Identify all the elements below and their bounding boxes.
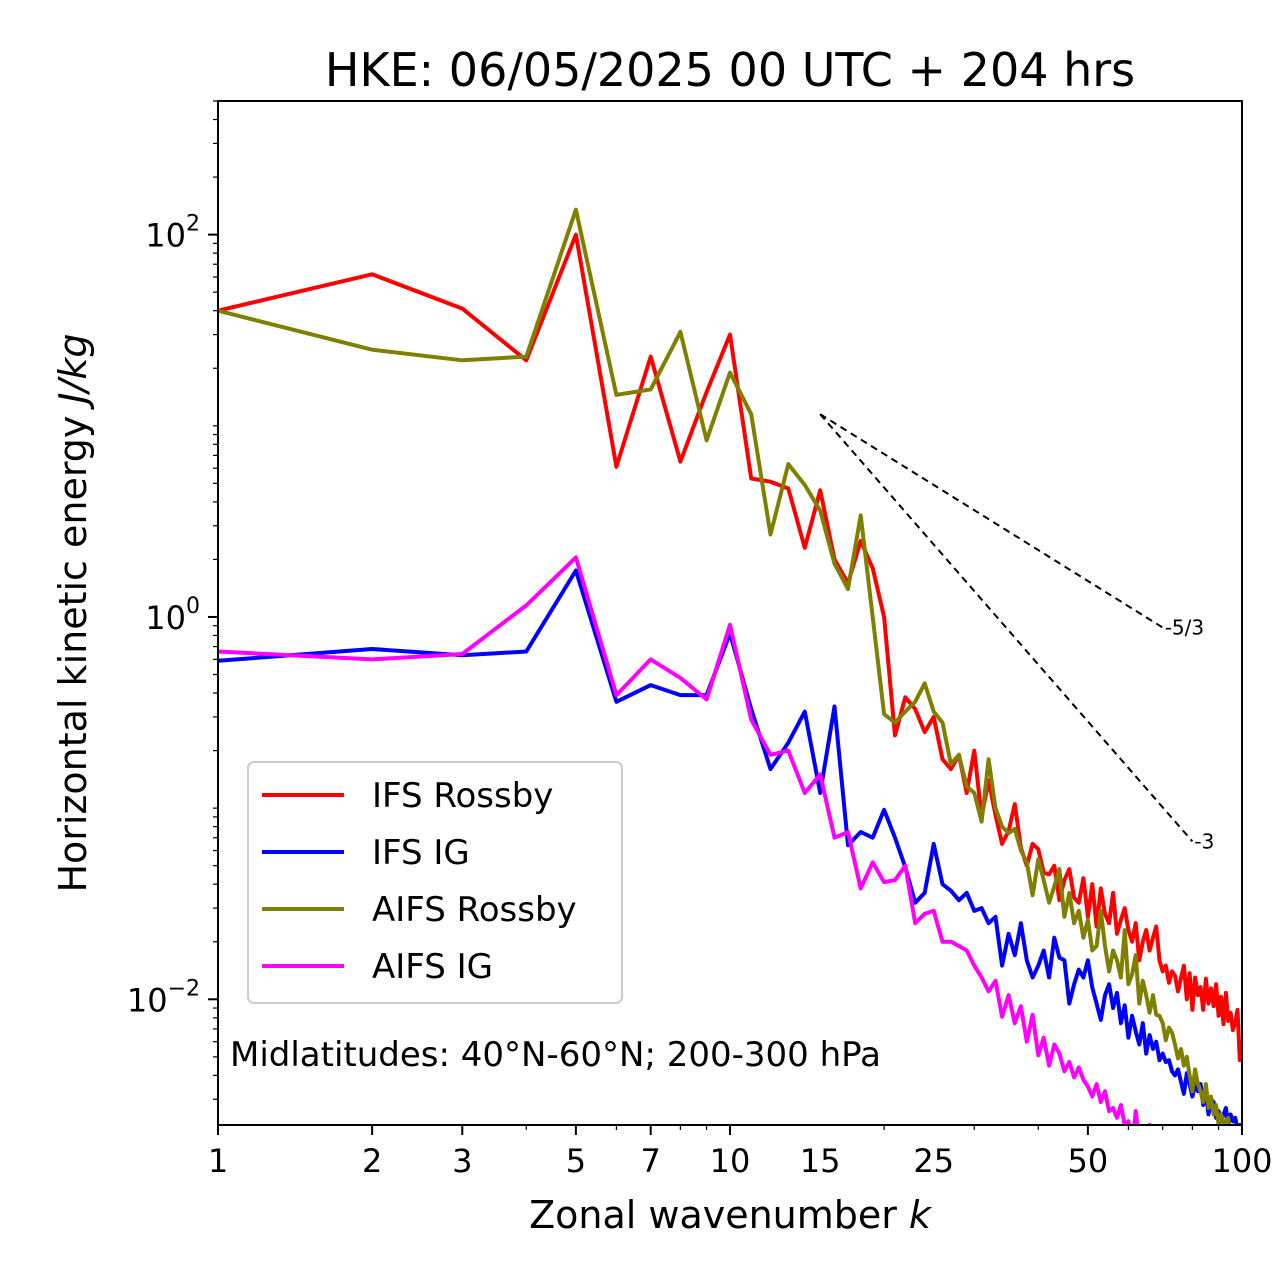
x-tick-label: 2 — [362, 1142, 382, 1180]
series-line-aifs-rossby — [218, 207, 1232, 1125]
x-axis-label-text: Zonal wavenumber — [529, 1193, 897, 1237]
reference-slope-line — [819, 413, 1164, 629]
x-tick-label: 25 — [913, 1142, 954, 1180]
x-tick-label: 100 — [1211, 1142, 1272, 1180]
reference-slope-label: -5/3 — [1165, 616, 1204, 640]
y-tick-label: 102 — [145, 212, 200, 255]
x-axis-label: Zonal wavenumber k — [529, 1193, 933, 1237]
y-axis-label-unit: J/kg — [51, 333, 95, 410]
legend-label: AIFS IG — [372, 947, 493, 987]
x-tick-label: 1 — [208, 1142, 228, 1180]
x-axis-label-variable: k — [909, 1193, 933, 1237]
y-axis-label: Horizontal kinetic energy J/kg — [51, 333, 95, 892]
reference-slope-label: -3 — [1194, 829, 1214, 853]
y-tick-label: 100 — [145, 594, 200, 637]
legend-label: IFS IG — [372, 833, 470, 873]
series-line-aifs-ig — [218, 555, 1152, 1125]
y-tick-label: 10−2 — [127, 976, 200, 1019]
legend-box — [247, 761, 623, 1004]
series-layer — [218, 207, 1242, 1125]
legend: IFS Rossby IFS IG AIFS Rossby AIFS IG — [247, 761, 623, 1004]
y-axis-label-text: Horizontal kinetic energy — [51, 416, 95, 893]
y-axis-ticks: 10−2 100 102 — [127, 100, 218, 1100]
x-tick-label: 15 — [800, 1142, 841, 1180]
x-tick-label: 50 — [1068, 1142, 1109, 1180]
x-tick-label: 3 — [452, 1142, 472, 1180]
region-annotation: Midlatitudes: 40°N-60°N; 200-300 hPa — [230, 1035, 881, 1075]
x-axis-ticks: 1 2 3 5 7 10 15 25 50 100 — [208, 1125, 1273, 1180]
legend-label: IFS Rossby — [372, 776, 553, 816]
x-tick-label: 10 — [710, 1142, 751, 1180]
chart-title: HKE: 06/05/2025 00 UTC + 204 hrs — [325, 43, 1135, 97]
x-tick-label: 7 — [641, 1142, 661, 1180]
reference-slopes: -5/3 -3 — [819, 413, 1214, 853]
reference-slope-line — [819, 413, 1194, 843]
legend-label: AIFS Rossby — [372, 890, 577, 930]
x-tick-label: 5 — [566, 1142, 586, 1180]
